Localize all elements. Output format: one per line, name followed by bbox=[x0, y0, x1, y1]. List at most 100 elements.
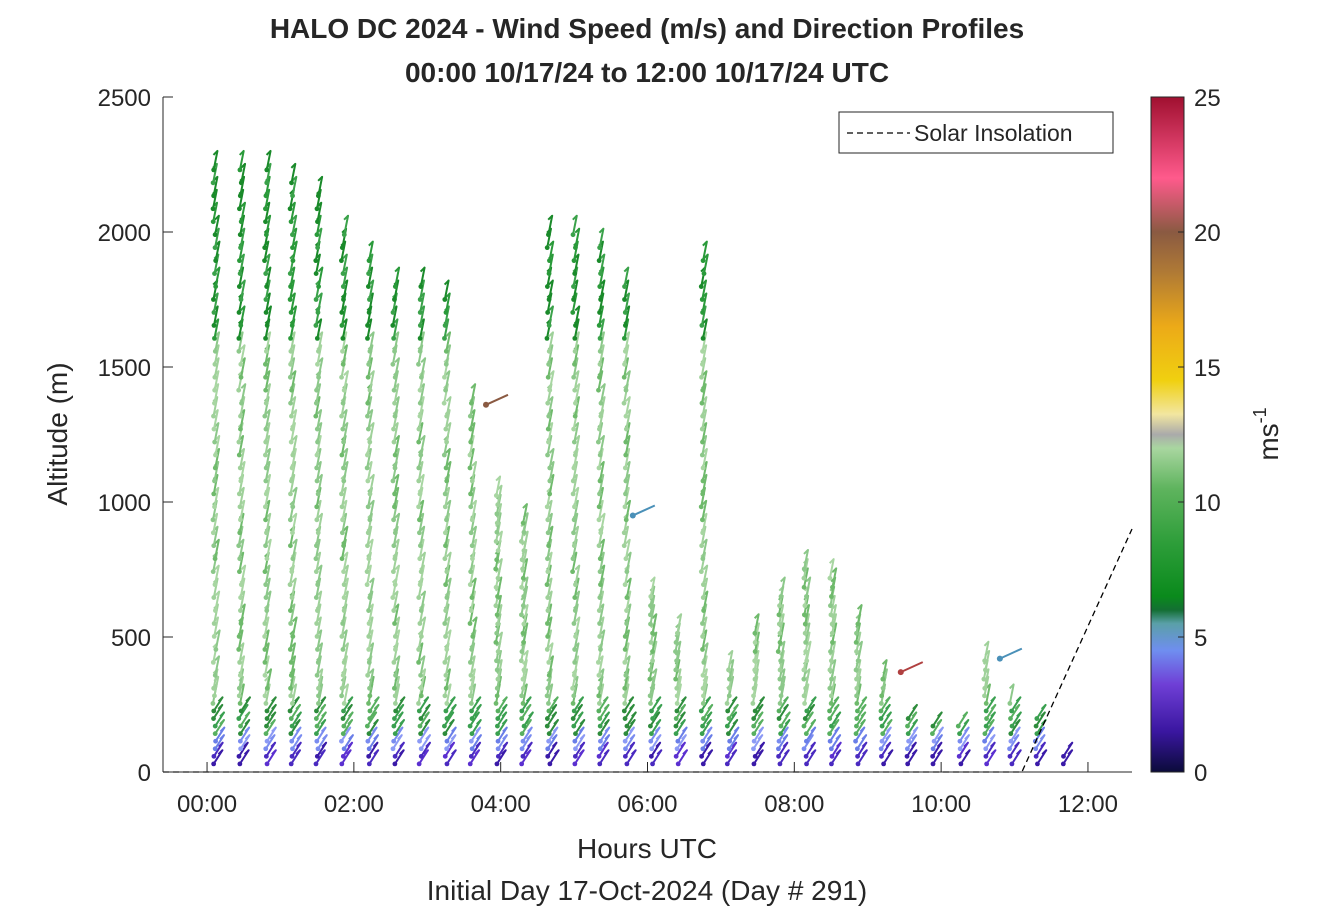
y-tick-label: 0 bbox=[138, 760, 151, 787]
wind-barb bbox=[291, 448, 297, 469]
wind-barb-dot bbox=[570, 491, 576, 497]
wind-barb-dot bbox=[444, 595, 450, 600]
wind-barb-dot bbox=[545, 634, 551, 639]
wind-barb bbox=[572, 448, 579, 469]
wind-barb-dot bbox=[263, 219, 268, 225]
wind-barb-flag bbox=[783, 696, 789, 703]
wind-barb-dot bbox=[982, 685, 988, 691]
wind-barb-flag bbox=[859, 726, 866, 733]
wind-barb bbox=[624, 616, 631, 638]
wind-barb bbox=[831, 604, 837, 626]
wind-barb bbox=[238, 473, 245, 495]
wind-barb-dot bbox=[263, 753, 269, 759]
wind-barb-dot bbox=[1009, 723, 1015, 729]
wind-barb-dot bbox=[467, 761, 473, 767]
wind-barb-dot bbox=[211, 761, 217, 767]
wind-barb-dot bbox=[495, 548, 501, 553]
wind-barb-flag bbox=[548, 279, 554, 286]
wind-barb-dot bbox=[263, 206, 268, 212]
wind-barb bbox=[546, 292, 553, 314]
wind-barb-flag bbox=[1067, 749, 1073, 755]
wind-barb-flag bbox=[1014, 719, 1021, 725]
wind-barb-dot bbox=[778, 731, 784, 737]
wind-barb-dot bbox=[263, 348, 269, 354]
wind-barb bbox=[547, 357, 553, 379]
wind-barb-flag bbox=[271, 749, 277, 755]
wind-barb bbox=[417, 577, 424, 599]
wind-barb-flag bbox=[420, 590, 426, 597]
wind-barb bbox=[547, 396, 554, 418]
wind-barb bbox=[341, 486, 347, 508]
wind-barb-dot bbox=[288, 348, 294, 354]
wind-barb-dot bbox=[210, 219, 216, 225]
wind-barb-flag bbox=[425, 734, 431, 740]
wind-barb-dot bbox=[622, 297, 627, 302]
wind-barb-dot bbox=[367, 348, 373, 354]
wind-barb-dot bbox=[572, 348, 578, 354]
wind-barb bbox=[522, 530, 529, 552]
wind-barb bbox=[317, 642, 324, 664]
wind-barb-dot bbox=[544, 723, 550, 729]
wind-barb-dot bbox=[212, 608, 218, 613]
wind-barb-dot bbox=[699, 323, 705, 328]
wind-barb-flag bbox=[420, 616, 426, 623]
wind-barb-dot bbox=[289, 569, 295, 575]
wind-barb bbox=[572, 279, 579, 301]
wind-barb bbox=[239, 344, 246, 366]
wind-barb-dot bbox=[622, 323, 628, 328]
wind-barb-dot bbox=[879, 693, 885, 699]
wind-barb-dot bbox=[212, 387, 218, 393]
wind-barb-dot bbox=[673, 676, 679, 682]
wind-barb bbox=[701, 603, 708, 625]
wind-barb-flag bbox=[243, 742, 249, 748]
wind-barb-flag bbox=[626, 577, 632, 584]
wind-barb bbox=[469, 603, 475, 625]
wind-barb-dot bbox=[700, 621, 705, 626]
wind-barb-dot bbox=[341, 465, 346, 471]
wind-barb bbox=[983, 668, 990, 690]
wind-barb-dot bbox=[417, 348, 423, 354]
wind-barb-flag bbox=[551, 742, 558, 748]
wind-barb-dot bbox=[315, 193, 321, 199]
wind-barb-dot bbox=[519, 716, 525, 721]
wind-barb-dot bbox=[545, 310, 551, 315]
wind-barb bbox=[392, 318, 399, 340]
wind-barb-dot bbox=[262, 659, 268, 665]
wind-barb-dot bbox=[957, 746, 963, 752]
wind-barb-dot bbox=[290, 634, 296, 639]
wind-barb-dot bbox=[263, 491, 269, 497]
wind-barb-flag bbox=[579, 719, 585, 725]
wind-barb bbox=[471, 538, 478, 560]
wind-barb-dot bbox=[288, 335, 293, 341]
wind-barb-dot bbox=[391, 426, 396, 432]
wind-barb-dot bbox=[546, 672, 552, 678]
wind-barb-flag bbox=[320, 696, 326, 703]
wind-barb bbox=[369, 370, 375, 392]
wind-barb-flag bbox=[989, 742, 996, 748]
wind-barb bbox=[340, 240, 347, 262]
wind-barb-dot bbox=[288, 439, 294, 445]
wind-barb-flag bbox=[680, 696, 687, 703]
wind-barb-dot bbox=[290, 746, 295, 752]
wind-barb bbox=[317, 683, 324, 705]
wind-barb bbox=[546, 616, 553, 638]
wind-barb-dot bbox=[236, 753, 242, 759]
wind-barb-dot bbox=[545, 530, 551, 536]
wind-barb-dot bbox=[957, 738, 963, 744]
wind-barb-flag bbox=[420, 357, 426, 363]
wind-barb bbox=[598, 616, 605, 638]
wind-barb bbox=[367, 616, 374, 638]
wind-barb-dot bbox=[983, 708, 989, 714]
wind-barb bbox=[290, 655, 297, 677]
wind-barb-dot bbox=[392, 693, 398, 699]
wind-barb-dot bbox=[418, 634, 424, 639]
wind-barb-flag bbox=[604, 726, 610, 733]
wind-barb-dot bbox=[237, 659, 243, 665]
wind-barb bbox=[291, 616, 298, 638]
wind-barb bbox=[701, 396, 708, 418]
wind-barb-flag bbox=[578, 696, 584, 703]
wind-barb-flag bbox=[836, 742, 842, 748]
wind-barb-dot bbox=[725, 731, 731, 737]
wind-barb-flag bbox=[271, 726, 277, 733]
wind-barb-dot bbox=[494, 520, 500, 526]
